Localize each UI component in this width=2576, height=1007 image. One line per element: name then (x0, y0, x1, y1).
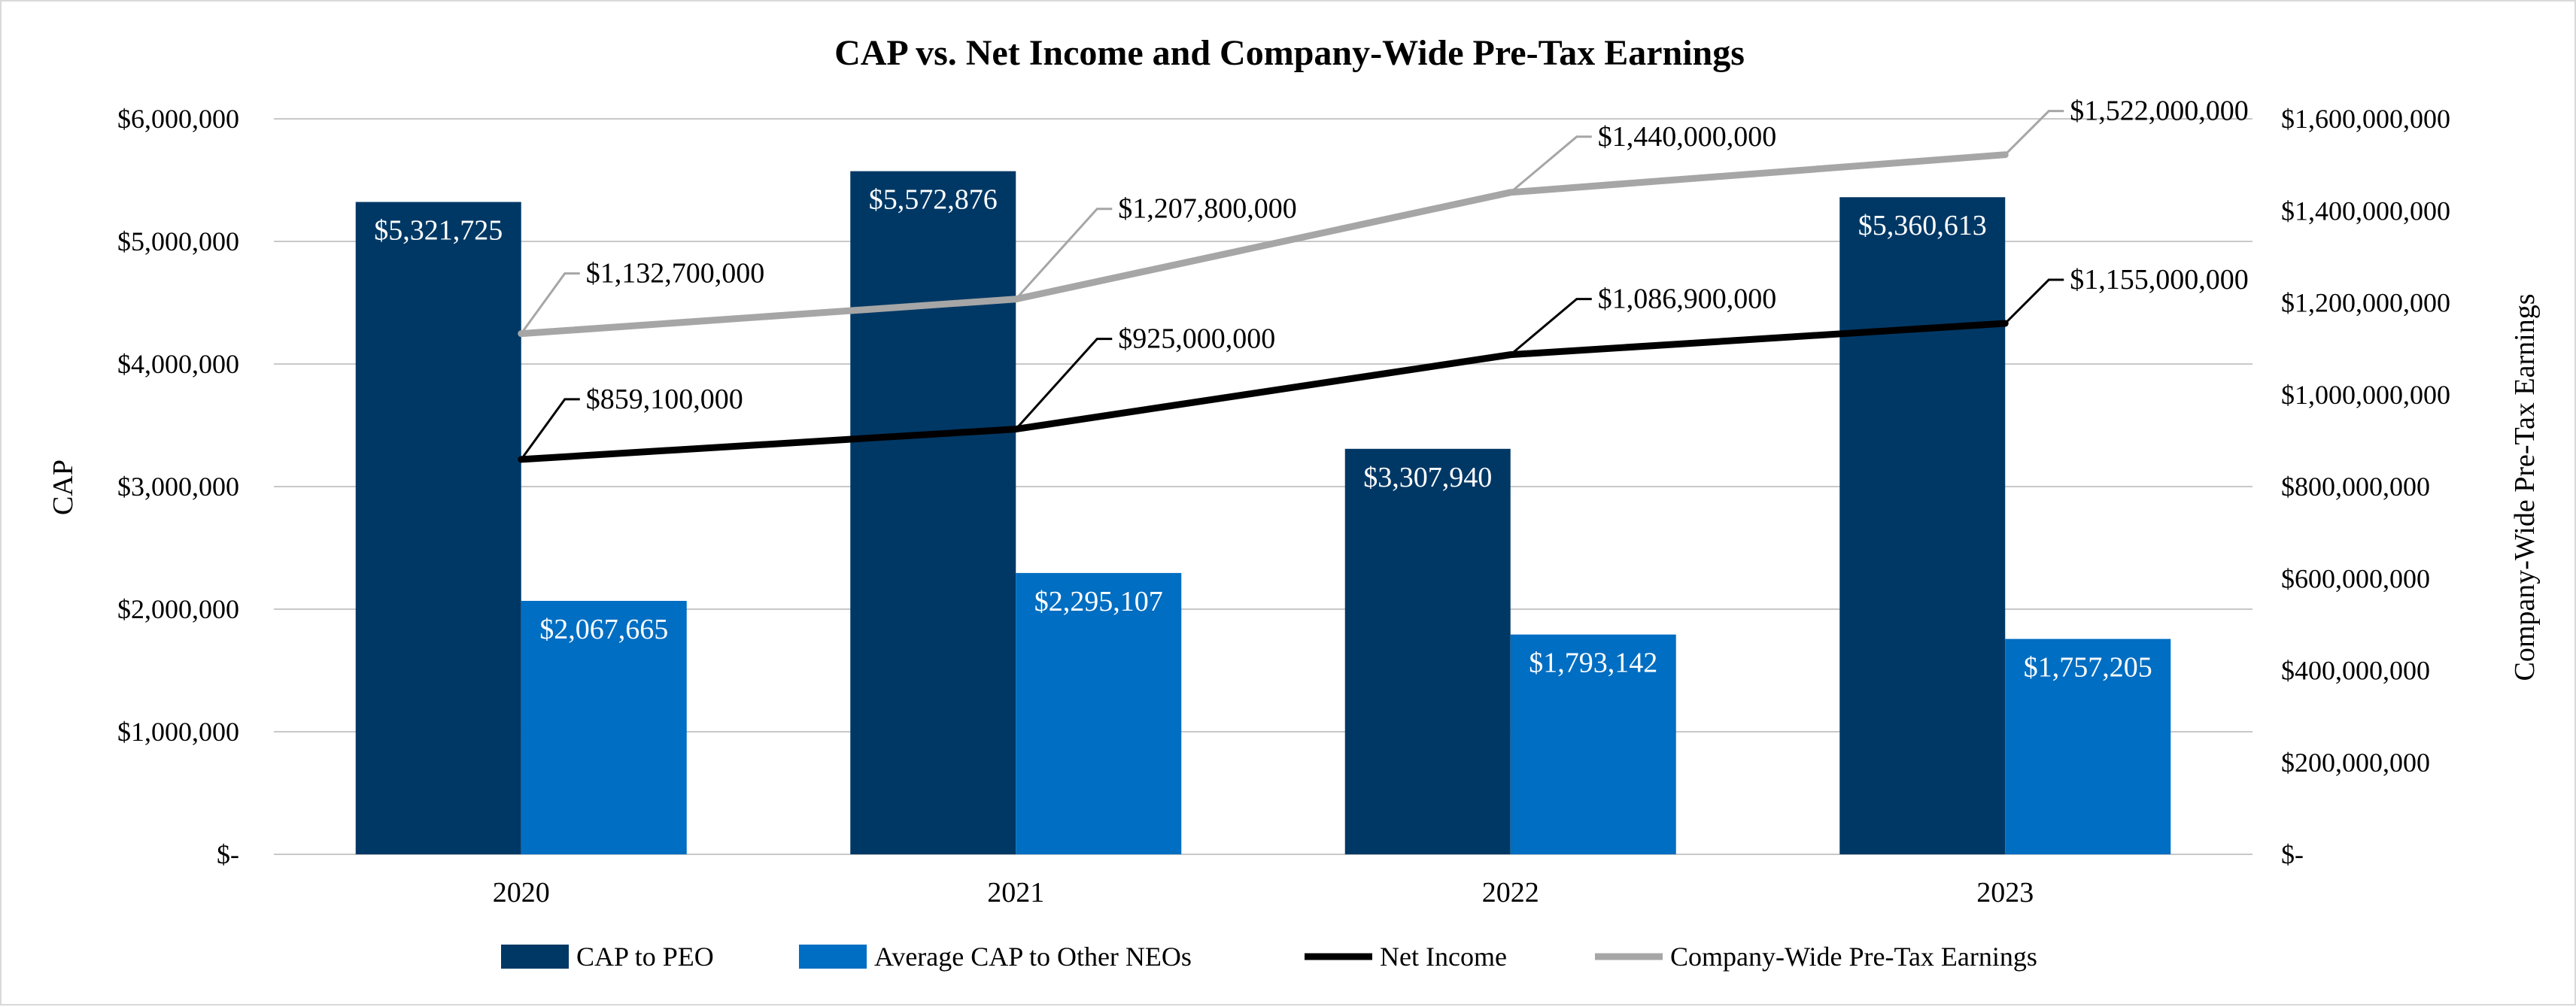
legend-label: Average CAP to Other NEOs (874, 942, 1192, 972)
leader-line (520, 272, 580, 335)
line-value-label: $1,522,000,000 (2070, 96, 2249, 127)
bar (1016, 572, 1182, 854)
y-tick-label: $- (217, 839, 239, 869)
y2-axis-title: Company-Wide Pre-Tax Earnings (2509, 293, 2541, 681)
line-value-label: $859,100,000 (586, 384, 743, 415)
bar-value-label: $5,321,725 (374, 215, 503, 247)
line-value-label: $1,207,800,000 (1118, 193, 1297, 225)
bar (1839, 197, 2006, 854)
legend-label: Net Income (1380, 942, 1507, 972)
bar-value-label: $2,067,665 (539, 614, 668, 645)
x-tick-label: 2022 (1482, 877, 1539, 908)
leader-line (2004, 278, 2064, 325)
y-tick-label: $6,000,000 (117, 104, 239, 134)
line-value-label: $1,440,000,000 (1598, 121, 1777, 153)
bar-value-label: $1,757,205 (2024, 652, 2152, 684)
y2-tick-label: $600,000,000 (2281, 563, 2430, 593)
legend-label: Company-Wide Pre-Tax Earnings (1670, 942, 2037, 972)
chart-title: CAP vs. Net Income and Company-Wide Pre-… (834, 33, 1745, 73)
x-tick-label: 2020 (493, 877, 550, 908)
y2-tick-label: $1,400,000,000 (2281, 196, 2450, 226)
bar-value-label: $3,307,940 (1363, 462, 1492, 493)
y-tick-label: $1,000,000 (117, 717, 239, 747)
y2-tick-label: $200,000,000 (2281, 748, 2430, 778)
legend-swatch (501, 945, 569, 969)
line-value-label: $1,132,700,000 (586, 258, 765, 290)
bar (521, 600, 687, 854)
line-value-label: $1,155,000,000 (2070, 264, 2249, 296)
line-value-label: $925,000,000 (1118, 323, 1275, 355)
legend-label: CAP to PEO (576, 942, 714, 972)
y2-tick-label: $1,200,000,000 (2281, 288, 2450, 318)
bar (355, 202, 521, 854)
bar (1344, 448, 1511, 854)
y2-tick-label: $1,000,000,000 (2281, 380, 2450, 410)
y-axis-title: CAP (47, 460, 79, 515)
bar (1510, 634, 1676, 854)
y-tick-label: $3,000,000 (117, 472, 239, 502)
bar-value-label: $5,360,613 (1858, 210, 1987, 241)
bar (2005, 638, 2171, 854)
leader-line (520, 398, 580, 460)
y2-tick-label: $800,000,000 (2281, 472, 2430, 502)
x-tick-label: 2023 (1976, 877, 2034, 908)
leader-line (2004, 110, 2064, 156)
bar-value-label: $2,295,107 (1034, 586, 1163, 617)
bar-value-label: $1,793,142 (1529, 648, 1657, 679)
line-value-label: $1,086,900,000 (1598, 284, 1777, 315)
y-tick-label: $2,000,000 (117, 594, 239, 624)
leader-line (1015, 208, 1113, 300)
y-tick-label: $5,000,000 (117, 226, 239, 256)
y2-tick-label: $1,600,000,000 (2281, 104, 2450, 134)
y2-tick-label: $400,000,000 (2281, 656, 2430, 686)
y-tick-label: $4,000,000 (117, 349, 239, 379)
leader-line (1015, 338, 1113, 430)
bar-value-label: $5,572,876 (869, 184, 998, 216)
series-line (518, 320, 2009, 463)
leader-line (1509, 135, 1592, 193)
series-line (518, 151, 2009, 338)
legend-swatch (799, 945, 867, 969)
bar (850, 171, 1016, 854)
x-tick-label: 2021 (987, 877, 1044, 908)
y2-tick-label: $- (2281, 839, 2304, 869)
leader-line (1509, 298, 1592, 356)
